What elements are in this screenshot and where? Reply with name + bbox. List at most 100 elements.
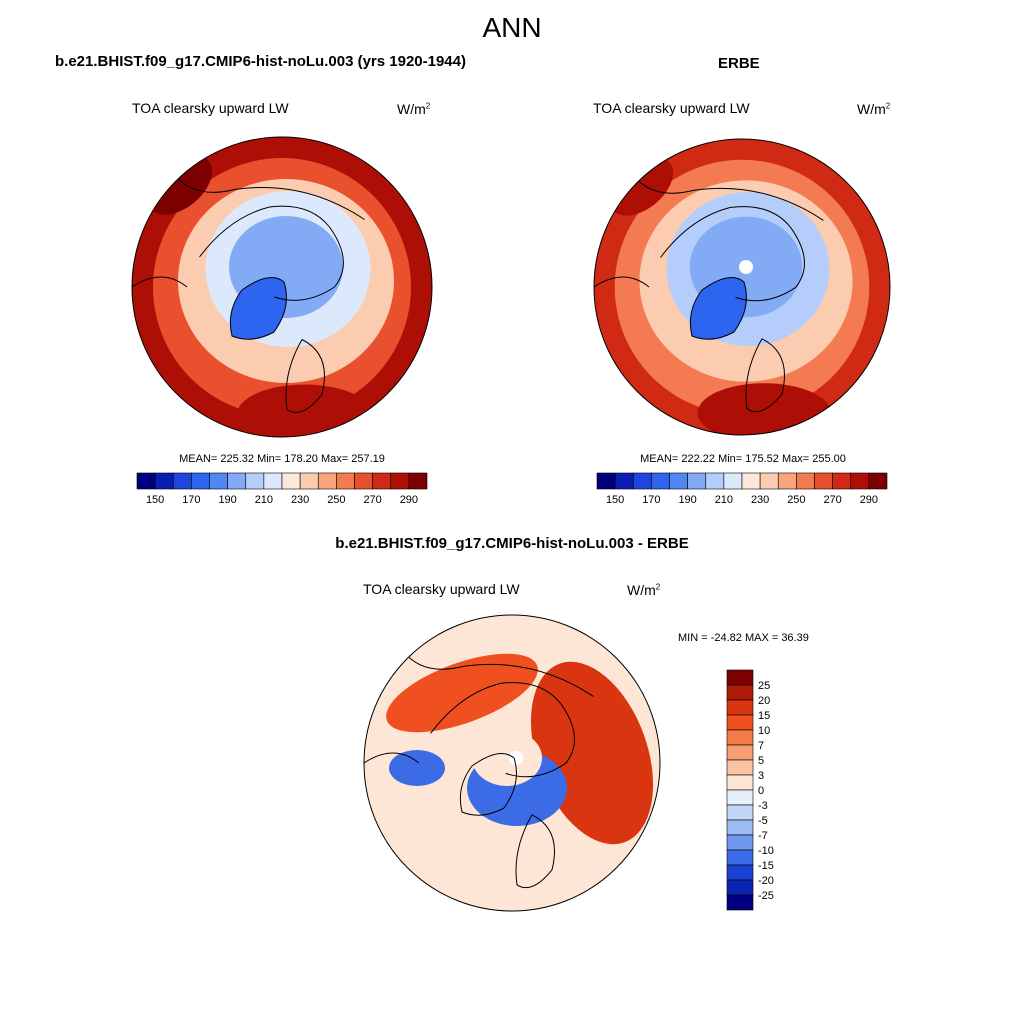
coastline (199, 205, 344, 301)
scandinavia-coastline (515, 814, 555, 889)
panel-left-colorbar-box (245, 472, 265, 490)
panel-right-colorbar-box (759, 472, 779, 490)
panel-bottom-colorbar-box (726, 669, 754, 686)
siberia-coastline (403, 651, 594, 697)
panel-left-variable: TOA clearsky upward LW (132, 100, 289, 116)
panel-right-colorbar-box (832, 472, 852, 490)
panel-bottom-colorbar-box (726, 774, 754, 791)
panel-bottom-colorbar-tick-label: 25 (758, 680, 770, 692)
panel-bottom-colorbar-tick-label: 10 (758, 725, 770, 737)
panel-left-colorbar-box (209, 472, 228, 490)
greenland-region (230, 277, 287, 340)
panel-right-colorbar-tick-label: 170 (642, 494, 660, 506)
panel-right-colorbar-tick-label: 250 (787, 494, 805, 506)
panel-left-map-area (132, 137, 432, 437)
panel-left-colorbar-tick-label: 190 (218, 494, 236, 506)
panel-bottom-map-area (364, 615, 660, 911)
coastline (430, 682, 575, 778)
panel-bottom-colorbar-box (726, 894, 754, 911)
panel-right-case-title: ERBE (718, 55, 760, 72)
panel-right-colorbar-tick-label: 230 (751, 494, 769, 506)
alaska-coastline (132, 276, 188, 288)
panel-right-map-area (594, 139, 890, 435)
hudson-region (389, 750, 445, 786)
greenland-coastline (459, 753, 517, 816)
panel-bottom-colorbar-box (726, 699, 754, 716)
panel-bottom-colorbar-box (726, 804, 754, 821)
panel-left-colorbar-box (263, 472, 283, 490)
panel-left-colorbar-tick-label: 290 (400, 494, 418, 506)
panel-right-colorbar-box (723, 472, 743, 490)
panel-bottom-colorbar-tick-label: -15 (758, 860, 774, 872)
panel-bottom-colorbar-box (726, 789, 754, 806)
panel-right-map-border (593, 138, 891, 436)
panel-left-colorbar-box (336, 472, 355, 490)
panel-left-units: W/m2 (397, 101, 431, 117)
panel-left-map-border (131, 136, 433, 438)
panel-bottom-colorbar-box (726, 864, 754, 881)
panel-left-colorbar-box (390, 472, 410, 490)
panel-left-colorbar-tick-label: 210 (255, 494, 273, 506)
panel-left-colorbar-box (227, 472, 247, 490)
panel-right-colorbar-tick-label: 290 (860, 494, 878, 506)
panel-right-colorbar-tick-label: 190 (678, 494, 696, 506)
panel-right-colorbar-tick-label: 210 (715, 494, 733, 506)
panel-bottom-colorbar-tick-label: -3 (758, 800, 768, 812)
panel-bottom-variable: TOA clearsky upward LW (363, 581, 520, 597)
panel-right-colorbar-box (651, 472, 670, 490)
north-america-region (386, 653, 538, 733)
panel-right-colorbar-box (614, 472, 634, 490)
panel-right-colorbar-box (777, 472, 797, 490)
alaska-coastline (364, 752, 420, 764)
siberia-coastline (633, 175, 824, 221)
scandinavia-coastline (745, 338, 785, 413)
panel-bottom-colorbar-box (726, 684, 754, 701)
panel-bottom-colorbar-tick-label: -10 (758, 845, 774, 857)
panel-bottom-colorbar-box (726, 819, 754, 836)
panel-right-colorbar-tick-label: 270 (823, 494, 841, 506)
panel-left-case-title: b.e21.BHIST.f09_g17.CMIP6-hist-noLu.003 … (55, 53, 466, 70)
panel-left-colorbar-tick-label: 170 (182, 494, 200, 506)
panel-right-colorbar-box (814, 472, 833, 490)
panel-bottom-colorbar-tick-label: 7 (758, 740, 764, 752)
panel-right-colorbar-box (632, 472, 652, 490)
panel-bottom-colorbar-box (726, 744, 754, 761)
panel-bottom-colorbar-tick-label: 3 (758, 770, 764, 782)
panel-right-colorbar-box (596, 472, 616, 490)
central-arctic-region (472, 730, 542, 786)
panel-bottom-units: W/m2 (627, 582, 661, 598)
panel-left-colorbar-box (372, 472, 392, 490)
panel-bottom-case-title: b.e21.BHIST.f09_g17.CMIP6-hist-noLu.003 … (335, 535, 689, 552)
pole-missing (509, 751, 523, 765)
panel-left-colorbar-box (191, 472, 210, 490)
alaska-coastline (594, 276, 650, 288)
panel-left-colorbar-box (299, 472, 319, 490)
scandinavia-coastline (285, 339, 325, 413)
pole-missing (739, 260, 753, 274)
panel-bottom-colorbar-tick-label: 20 (758, 695, 770, 707)
panel-bottom-stats: MIN = -24.82 MAX = 36.39 (678, 632, 809, 644)
panel-bottom-colorbar-tick-label: -25 (758, 890, 774, 902)
panel-right-colorbar-box (687, 472, 707, 490)
panel-bottom-colorbar-tick-label: 5 (758, 755, 764, 767)
panel-left-colorbar-box (317, 472, 337, 490)
panel-bottom-colorbar-box (726, 714, 754, 731)
panel-left-colorbar-box (172, 472, 192, 490)
panel-left-colorbar-box (154, 472, 174, 490)
panel-left-stats: MEAN= 225.32 Min= 178.20 Max= 257.19 (179, 453, 385, 465)
coastline (660, 206, 805, 302)
panel-left-colorbar-tick-label: 150 (146, 494, 164, 506)
panel-bottom-colorbar-box (726, 759, 754, 776)
panel-bottom-colorbar-box (726, 729, 754, 746)
panel-left-colorbar-box (136, 472, 156, 490)
panel-bottom-colorbar-box (726, 834, 754, 851)
panel-right-stats: MEAN= 222.22 Min= 175.52 Max= 255.00 (640, 453, 846, 465)
panel-bottom-colorbar-tick-label: 15 (758, 710, 770, 722)
greenland-region (690, 277, 747, 340)
panel-bottom-colorbar-tick-label: -7 (758, 830, 768, 842)
panel-right-units: W/m2 (857, 101, 891, 117)
panel-left-colorbar-box (354, 472, 373, 490)
panel-left-colorbar-tick-label: 230 (291, 494, 309, 506)
panel-bottom-map-border (363, 614, 661, 912)
